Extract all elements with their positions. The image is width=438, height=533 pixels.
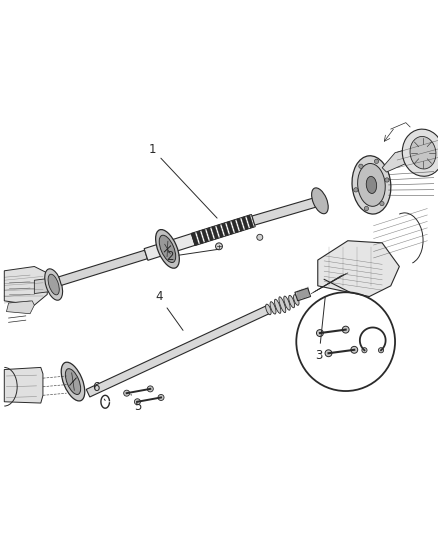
Text: 3: 3 [315, 297, 325, 362]
Circle shape [374, 159, 378, 164]
Polygon shape [144, 233, 195, 260]
Polygon shape [237, 218, 244, 231]
Circle shape [215, 243, 223, 250]
Text: 1: 1 [148, 143, 217, 218]
Polygon shape [382, 144, 431, 172]
Ellipse shape [270, 302, 276, 314]
Ellipse shape [284, 296, 290, 310]
Polygon shape [34, 278, 54, 294]
Polygon shape [59, 250, 147, 285]
Circle shape [380, 201, 384, 206]
Polygon shape [216, 224, 224, 238]
Circle shape [359, 164, 363, 168]
Polygon shape [231, 220, 239, 233]
Circle shape [134, 399, 141, 405]
Polygon shape [86, 305, 270, 397]
Ellipse shape [265, 304, 271, 315]
Circle shape [385, 178, 389, 182]
Ellipse shape [357, 164, 385, 206]
Ellipse shape [352, 156, 391, 214]
Polygon shape [295, 288, 311, 301]
Polygon shape [212, 226, 219, 239]
Polygon shape [241, 216, 249, 230]
Circle shape [325, 350, 332, 357]
Ellipse shape [45, 269, 63, 300]
Text: 6: 6 [92, 381, 105, 400]
Circle shape [147, 386, 153, 392]
Polygon shape [206, 228, 214, 241]
Circle shape [124, 390, 130, 396]
Ellipse shape [410, 136, 436, 169]
Ellipse shape [48, 274, 59, 295]
Ellipse shape [293, 295, 299, 305]
Ellipse shape [279, 297, 286, 313]
Polygon shape [226, 221, 234, 235]
Ellipse shape [155, 230, 179, 268]
Ellipse shape [65, 369, 81, 394]
Polygon shape [201, 229, 208, 243]
Polygon shape [247, 215, 254, 228]
Text: 2: 2 [166, 249, 219, 263]
Ellipse shape [61, 362, 85, 401]
Polygon shape [4, 266, 47, 305]
Text: 4: 4 [155, 290, 183, 330]
Polygon shape [252, 197, 319, 225]
Circle shape [342, 326, 349, 333]
Ellipse shape [402, 129, 438, 176]
Ellipse shape [289, 295, 295, 308]
Ellipse shape [366, 176, 377, 193]
Circle shape [354, 188, 358, 192]
Circle shape [362, 348, 367, 353]
Ellipse shape [275, 299, 281, 313]
Polygon shape [4, 367, 43, 403]
Circle shape [364, 206, 368, 211]
Circle shape [378, 348, 384, 353]
Polygon shape [196, 231, 204, 244]
Polygon shape [221, 223, 229, 236]
Polygon shape [7, 301, 34, 314]
Circle shape [317, 329, 323, 336]
Circle shape [158, 394, 164, 400]
Ellipse shape [311, 188, 328, 214]
Text: 5: 5 [131, 394, 141, 414]
Polygon shape [191, 232, 199, 246]
Ellipse shape [159, 235, 176, 263]
Circle shape [351, 346, 358, 353]
Circle shape [257, 235, 263, 240]
Polygon shape [318, 241, 399, 296]
